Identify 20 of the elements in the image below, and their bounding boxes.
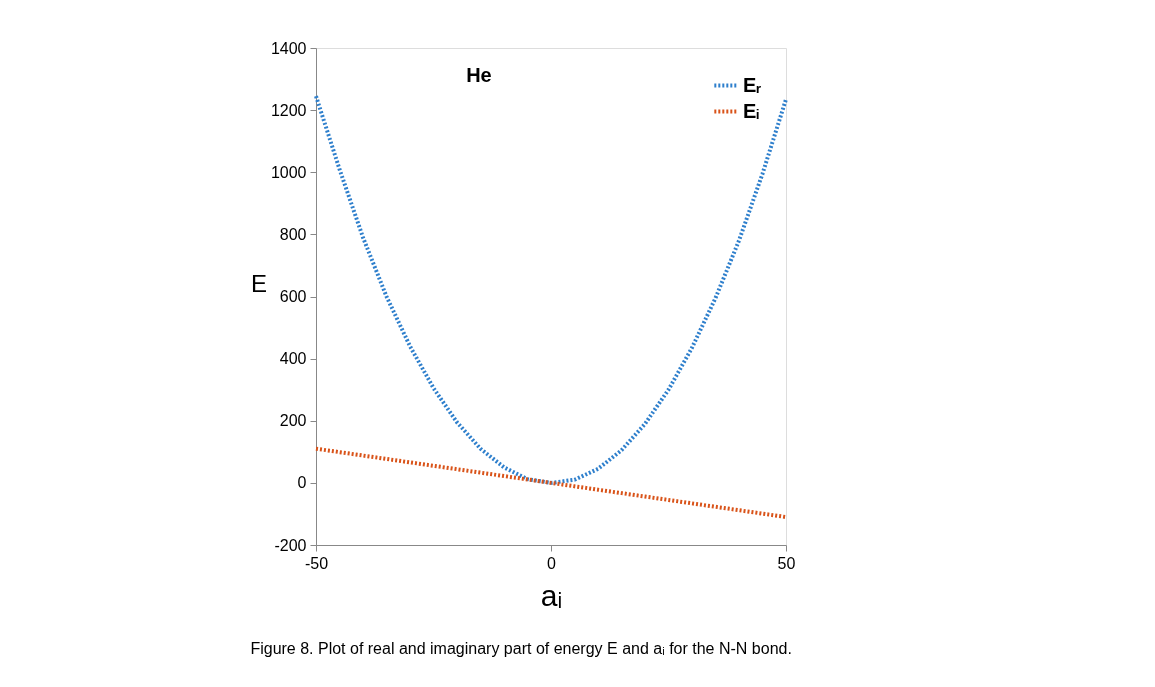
legend-label: Eᵢ (743, 99, 760, 122)
y-tick-label: 1400 (270, 39, 307, 57)
y-tick-label: 0 (297, 474, 307, 492)
y-tick-label: 1200 (270, 101, 307, 119)
annotation: He (466, 64, 492, 87)
legend-label: Eᵣ (743, 73, 762, 96)
y-tick-label: 400 (279, 350, 307, 368)
x-axis-title: aᵢ (540, 578, 563, 612)
y-tick-label: 600 (279, 288, 307, 305)
y-tick-label: 800 (279, 225, 307, 243)
y-axis-title: E (250, 270, 267, 297)
y-tick-label: 200 (279, 412, 307, 430)
line-series (314, 446, 788, 520)
x-tick-label: 0 (547, 554, 557, 572)
y-tick-label: 1000 (270, 163, 307, 181)
line-series (314, 94, 788, 485)
y-tick-label: -200 (274, 536, 307, 554)
caption: Figure 8. Plot of real and imaginary part of energy E and aᵢ for the N-N bond. (250, 640, 792, 657)
x-tick-label: 50 (777, 554, 796, 572)
x-tick-label: -50 (304, 554, 329, 572)
